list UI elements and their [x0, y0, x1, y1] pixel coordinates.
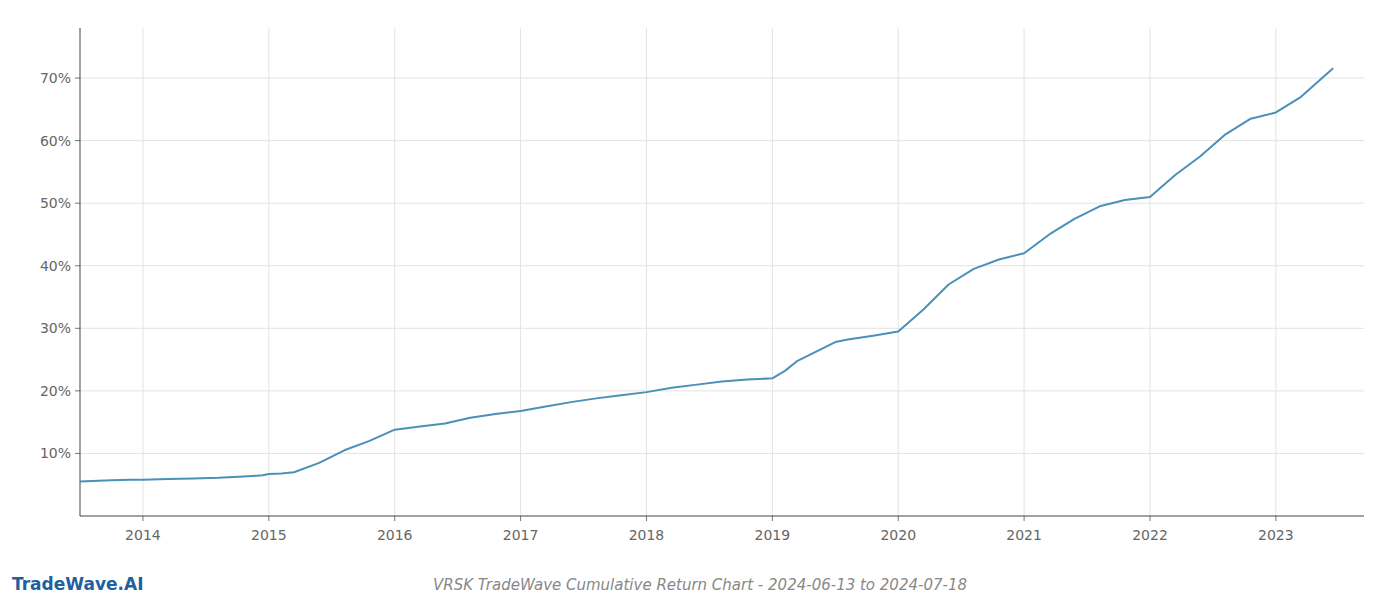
x-grid-line	[1275, 28, 1276, 516]
y-tick-label: 70%	[40, 70, 71, 86]
x-tick-label: 2021	[1006, 527, 1042, 543]
y-axis-line	[80, 28, 81, 516]
y-tick-label: 50%	[40, 195, 71, 211]
x-tick	[394, 516, 395, 521]
x-grid-line	[142, 28, 143, 516]
x-tick-label: 2019	[755, 527, 791, 543]
background	[0, 0, 1400, 600]
x-tick-label: 2022	[1132, 527, 1168, 543]
x-tick	[898, 516, 899, 521]
line-series	[80, 69, 1333, 482]
x-grid-line	[646, 28, 647, 516]
y-tick-label: 30%	[40, 320, 71, 336]
x-axis-line	[80, 516, 1364, 517]
x-tick	[646, 516, 647, 521]
x-tick	[772, 516, 773, 521]
y-grid-line	[80, 203, 1364, 204]
x-grid-line	[1024, 28, 1025, 516]
x-tick	[142, 516, 143, 521]
x-tick-label: 2015	[251, 527, 287, 543]
x-grid-line	[898, 28, 899, 516]
y-tick	[75, 265, 80, 266]
x-grid-line	[394, 28, 395, 516]
x-tick-label: 2017	[503, 527, 539, 543]
title: VRSK TradeWave Cumulative Return Chart -…	[433, 576, 967, 594]
y-tick	[75, 78, 80, 79]
watermark: TradeWave.AI	[12, 574, 143, 594]
y-grid-line	[80, 265, 1364, 266]
y-tick	[75, 203, 80, 204]
x-tick	[1024, 516, 1025, 521]
y-tick	[75, 328, 80, 329]
x-tick-label: 2014	[125, 527, 161, 543]
y-tick	[75, 140, 80, 141]
x-grid-line	[772, 28, 773, 516]
y-tick-label: 10%	[40, 445, 71, 461]
x-tick-label: 2016	[377, 527, 413, 543]
x-tick-label: 2023	[1258, 527, 1294, 543]
y-grid-line	[80, 140, 1364, 141]
axes: 2014 2015 2016 2017 2018 2019 2020 2021 2022 2023…	[40, 28, 1364, 543]
x-tick	[1150, 516, 1151, 521]
chart: 2014 2015 2016 2017 2018 2019 2020 2021 2022 2023…	[0, 0, 1400, 600]
x-grid-line	[268, 28, 269, 516]
y-tick	[75, 390, 80, 391]
y-tick-label: 60%	[40, 133, 71, 149]
x-grid-line	[520, 28, 521, 516]
y-grid-line	[80, 390, 1364, 391]
y-tick-label: 40%	[40, 258, 71, 274]
x-tick	[268, 516, 269, 521]
y-grid-line	[80, 78, 1364, 79]
x-tick-label: 2018	[629, 527, 665, 543]
x-grid-line	[1150, 28, 1151, 516]
x-tick	[520, 516, 521, 521]
x-tick	[1275, 516, 1276, 521]
plot-area	[80, 69, 1333, 482]
y-grid-line	[80, 328, 1364, 329]
y-grid-line	[80, 453, 1364, 454]
y-tick	[75, 453, 80, 454]
grid	[80, 28, 1364, 516]
x-tick-label: 2020	[880, 527, 916, 543]
y-tick-label: 20%	[40, 383, 71, 399]
